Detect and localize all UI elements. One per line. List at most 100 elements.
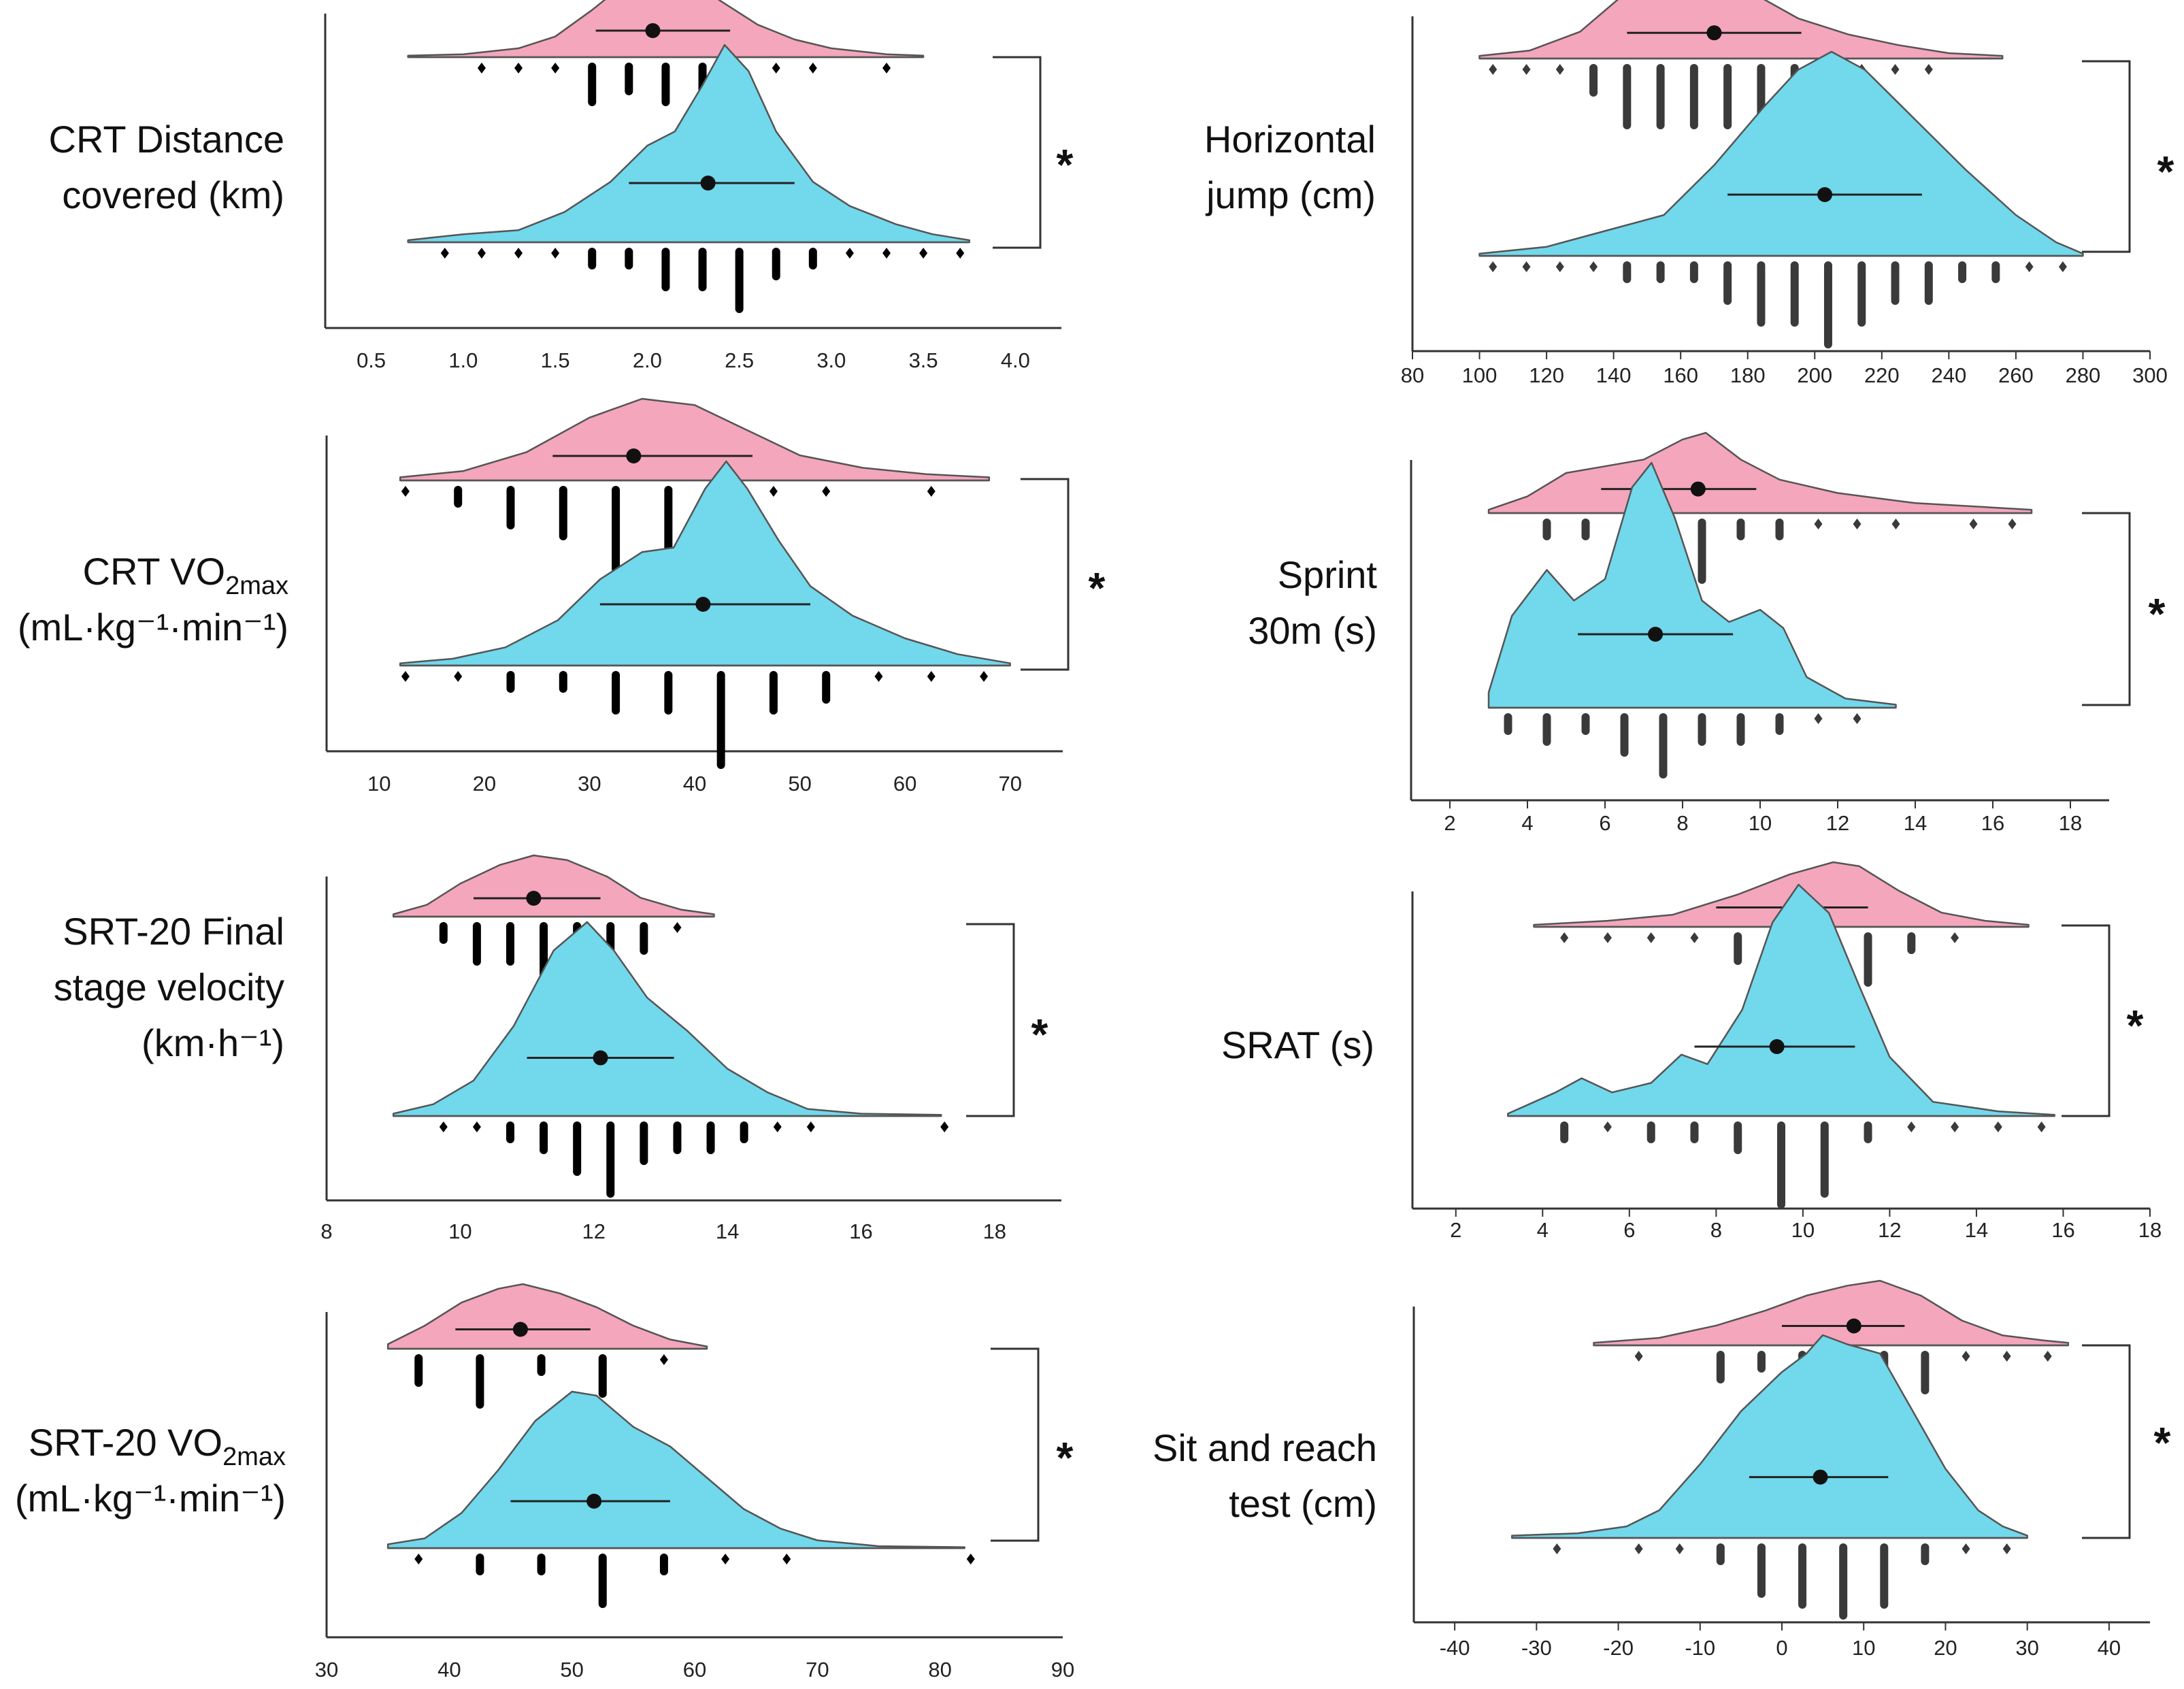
rain-stack (1736, 713, 1745, 746)
rain-point (882, 63, 891, 73)
rain-point (1634, 1543, 1643, 1554)
x-tick-label: 80 (1401, 363, 1424, 387)
series-group_b (399, 460, 1011, 769)
rain-stack (1659, 713, 1668, 778)
panel-horizontal-jump: 80 100 120 140 160 180 200 220 240 260 280 300 Horiz… (1204, 0, 2174, 387)
rain-stack (1924, 261, 1933, 305)
x-tick-label: 0.5 (357, 348, 386, 372)
rain-stack (769, 671, 778, 715)
significance-bracket (1021, 478, 1070, 671)
x-tick-label: 3.0 (816, 348, 846, 372)
density-cloud (392, 921, 942, 1117)
rain-stack (1723, 261, 1732, 305)
rain-stack (612, 671, 621, 715)
x-tick-label: 40 (437, 1658, 461, 1682)
panel-srat: 2 4 6 8 10 12 14 16 18 SRAT (s) * (1221, 861, 2162, 1242)
rain-stack (1734, 932, 1742, 965)
x-tick-label: 8 (1710, 1218, 1722, 1242)
y-axis-label: (mL·kg⁻¹·min⁻¹) (15, 1477, 286, 1520)
rain-stack (1775, 713, 1784, 735)
x-tick-label: 40 (2098, 1636, 2121, 1660)
mean-dot (626, 448, 642, 463)
rain-point (927, 671, 936, 682)
rain-point (782, 1554, 791, 1564)
rain-point (551, 248, 560, 259)
mean-dot (1648, 627, 1664, 642)
rain-stack (1656, 64, 1665, 129)
x-tick-label: 1.5 (541, 348, 570, 372)
rain-point (2002, 1351, 2011, 1362)
rain-point (721, 1554, 730, 1564)
mean-dot (526, 891, 542, 906)
significance-bracket (2062, 924, 2111, 1117)
x-tick-label: 18 (2138, 1218, 2162, 1242)
mean-dot (1817, 187, 1833, 202)
rain-point (401, 671, 410, 682)
rain-point (1853, 713, 1862, 724)
significance-star: * (2127, 1001, 2144, 1050)
rain-stack (588, 63, 597, 106)
density-cloud (1478, 0, 2004, 60)
rain-stack (1647, 1121, 1655, 1143)
rain-point (1814, 519, 1823, 529)
series-group_a (399, 397, 991, 573)
x-tick-label: 140 (1596, 363, 1632, 387)
rain-stack (1589, 64, 1598, 97)
rain-stack (625, 63, 633, 95)
rain-stack (537, 1354, 546, 1376)
x-tick-label: 8 (1676, 811, 1688, 835)
mean-dot (586, 1494, 602, 1509)
rain-stack (1689, 261, 1698, 283)
rain-stack (698, 248, 707, 291)
rain-stack (1736, 519, 1745, 540)
significance-bracket (993, 56, 1042, 249)
subscript: 2max (222, 1443, 286, 1471)
x-tick-label: 10 (1749, 811, 1772, 835)
density-cloud (399, 397, 991, 482)
x-tick-label: 2.0 (633, 348, 662, 372)
x-tick-label: 16 (849, 1219, 872, 1243)
rain-stack (1991, 261, 2000, 283)
x-tick-label: 12 (1826, 811, 1849, 835)
rain-point (1522, 261, 1531, 272)
rain-stack (772, 248, 780, 280)
rain-stack (1689, 64, 1698, 129)
x-tick-label: 2.5 (725, 348, 754, 372)
rain-point (1891, 64, 1900, 75)
density-cloud (407, 44, 971, 244)
x-tick-label: 120 (1529, 363, 1564, 387)
x-tick-label: -20 (1603, 1636, 1634, 1660)
rain-stack (1820, 1121, 1829, 1198)
x-tick-label: 200 (1797, 363, 1832, 387)
x-tick-label: 70 (998, 772, 1021, 796)
x-tick-label: 10 (448, 1219, 471, 1243)
rain-stack (559, 486, 567, 540)
rain-point (919, 248, 928, 259)
rain-point (882, 248, 891, 259)
rain-stack (706, 1121, 715, 1154)
rain-point (414, 1554, 423, 1564)
density-cloud (399, 460, 1011, 667)
rain-stack (661, 63, 670, 106)
mean-dot (645, 23, 661, 38)
rain-stack (640, 922, 648, 955)
rain-stack (625, 248, 633, 269)
x-tick-label: 14 (1904, 811, 1927, 835)
rain-stack (1581, 519, 1590, 540)
rain-point (2008, 519, 2017, 529)
y-axis-label: SRAT (s) (1221, 1023, 1374, 1066)
series-group_a (1487, 431, 2033, 584)
x-tick-label: 10 (1852, 1636, 1875, 1660)
rain-stack (1757, 1543, 1766, 1598)
panel-crt-vo2max: 10 20 30 40 50 60 70 CRT VO2max (mL·kg⁻¹·min⁻¹) * (18, 397, 1106, 796)
x-tick-label: 18 (2059, 811, 2082, 835)
rain-point (1690, 932, 1699, 943)
density-cloud (1487, 431, 2033, 514)
rain-stack (1723, 64, 1732, 129)
x-tick-label: 2 (1444, 811, 1455, 835)
y-axis-label: test (cm) (1229, 1482, 1377, 1525)
y-axis-label: SRT-20 Final (63, 910, 284, 953)
rain-stack (476, 1354, 484, 1409)
significance-bracket (2082, 1344, 2131, 1539)
